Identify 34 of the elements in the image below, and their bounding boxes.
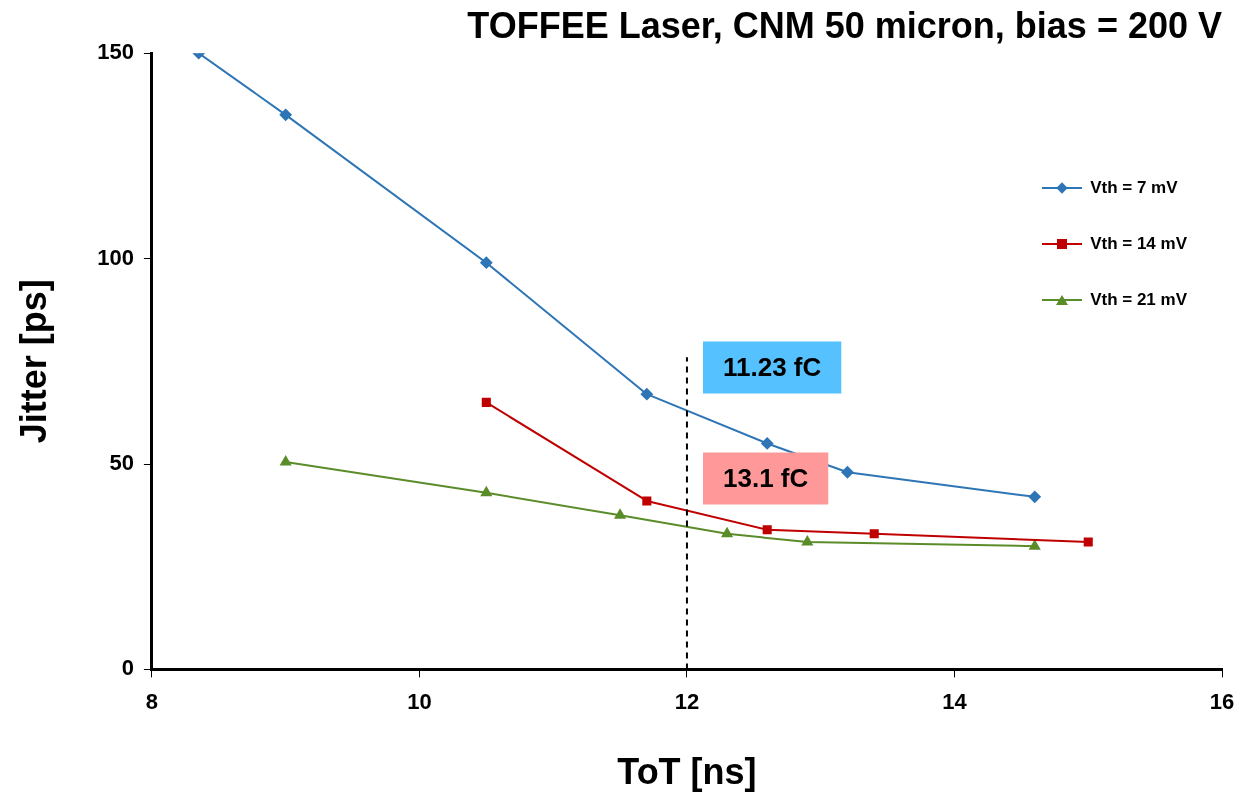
- annotation: 11.23 fC: [723, 351, 822, 382]
- point: [480, 256, 493, 269]
- point: [721, 527, 733, 538]
- point: [480, 486, 492, 497]
- x-tick-label: 16: [1209, 688, 1235, 714]
- x-tick-label: 14: [942, 688, 968, 714]
- point: [762, 525, 772, 535]
- y-tick-label: 150: [97, 39, 134, 65]
- point: [279, 108, 292, 121]
- point: [642, 496, 652, 506]
- point: [640, 388, 653, 401]
- point: [1083, 537, 1093, 547]
- x-tick-label: 12: [674, 688, 700, 714]
- point: [869, 529, 879, 539]
- x-tick-label: 10: [407, 688, 432, 714]
- point: [761, 437, 774, 450]
- legend-label: Vth = 21 mV: [1090, 290, 1187, 310]
- annotation: 13.1 fC: [723, 462, 809, 493]
- point: [280, 455, 291, 466]
- y-axis-title: Jitter [ps]: [12, 279, 54, 444]
- point: [1029, 540, 1041, 550]
- point: [614, 509, 626, 519]
- y-tick-label: 100: [97, 244, 134, 270]
- chart-title: TOFFEE Laser, CNM 50 micron, bias = 200 V: [467, 4, 1222, 46]
- x-tick-label: 8: [145, 688, 159, 714]
- legend-label: Vth = 7 mV: [1090, 178, 1178, 198]
- y-tick-label: 0: [121, 655, 134, 681]
- point: [841, 466, 854, 479]
- point: [1028, 490, 1041, 503]
- x-axis-title: ToT [ns]: [617, 751, 757, 793]
- point: [802, 536, 813, 546]
- legend-label: Vth = 14 mV: [1090, 234, 1187, 254]
- point: [481, 397, 491, 407]
- y-tick-label: 50: [109, 450, 134, 476]
